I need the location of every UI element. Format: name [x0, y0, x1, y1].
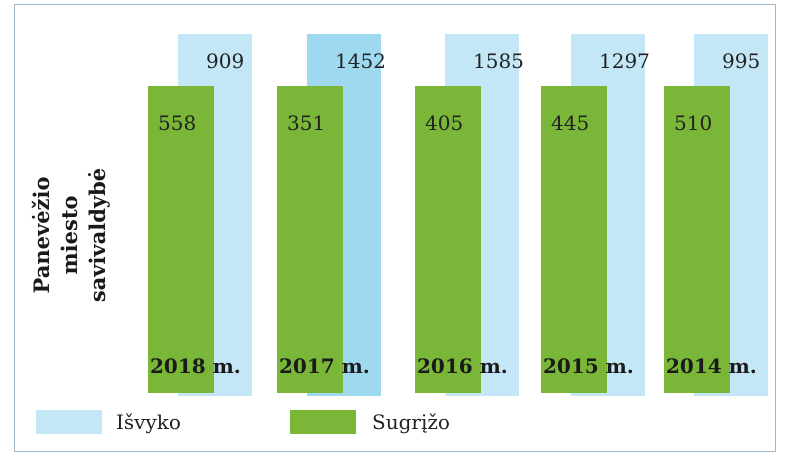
bar-sugrizo-0: [148, 86, 214, 393]
bar-sugrizo-1: [277, 86, 343, 393]
bar-sugrizo-3: [541, 86, 607, 393]
data-label-isvyko-0: 909: [206, 49, 244, 73]
legend-label-sugrizo: Sugrįžo: [372, 410, 450, 434]
category-label-4: 2014 m.: [666, 354, 757, 378]
y-axis-label: Panevėžio miesto savivaldybė: [29, 167, 110, 303]
category-label-2: 2016 m.: [417, 354, 508, 378]
data-label-sugrizo-1: 351: [287, 111, 325, 135]
bar-sugrizo-4: [664, 86, 730, 393]
category-label-0: 2018 m.: [150, 354, 241, 378]
bar-chart: 909 558 2018 m. 1452 351 2017 m. 1585 405 2016 m…: [148, 34, 768, 396]
category-label-1: 2017 m.: [279, 354, 370, 378]
data-label-sugrizo-2: 405: [425, 111, 463, 135]
chart-frame: [14, 4, 776, 452]
data-label-sugrizo-3: 445: [551, 111, 589, 135]
legend: Išvyko Sugrįžo: [0, 410, 800, 440]
legend-swatch-sugrizo: [290, 410, 356, 434]
data-label-isvyko-1: 1452: [335, 49, 386, 73]
data-label-isvyko-3: 1297: [599, 49, 650, 73]
data-label-isvyko-4: 995: [722, 49, 760, 73]
legend-label-isvyko: Išvyko: [116, 410, 181, 434]
data-label-sugrizo-4: 510: [674, 111, 712, 135]
data-label-isvyko-2: 1585: [473, 49, 524, 73]
bar-sugrizo-2: [415, 86, 481, 393]
data-label-sugrizo-0: 558: [158, 111, 196, 135]
y-axis-label-container: Panevėžio miesto savivaldybė: [28, 140, 110, 330]
legend-swatch-isvyko: [36, 410, 102, 434]
category-label-3: 2015 m.: [543, 354, 634, 378]
